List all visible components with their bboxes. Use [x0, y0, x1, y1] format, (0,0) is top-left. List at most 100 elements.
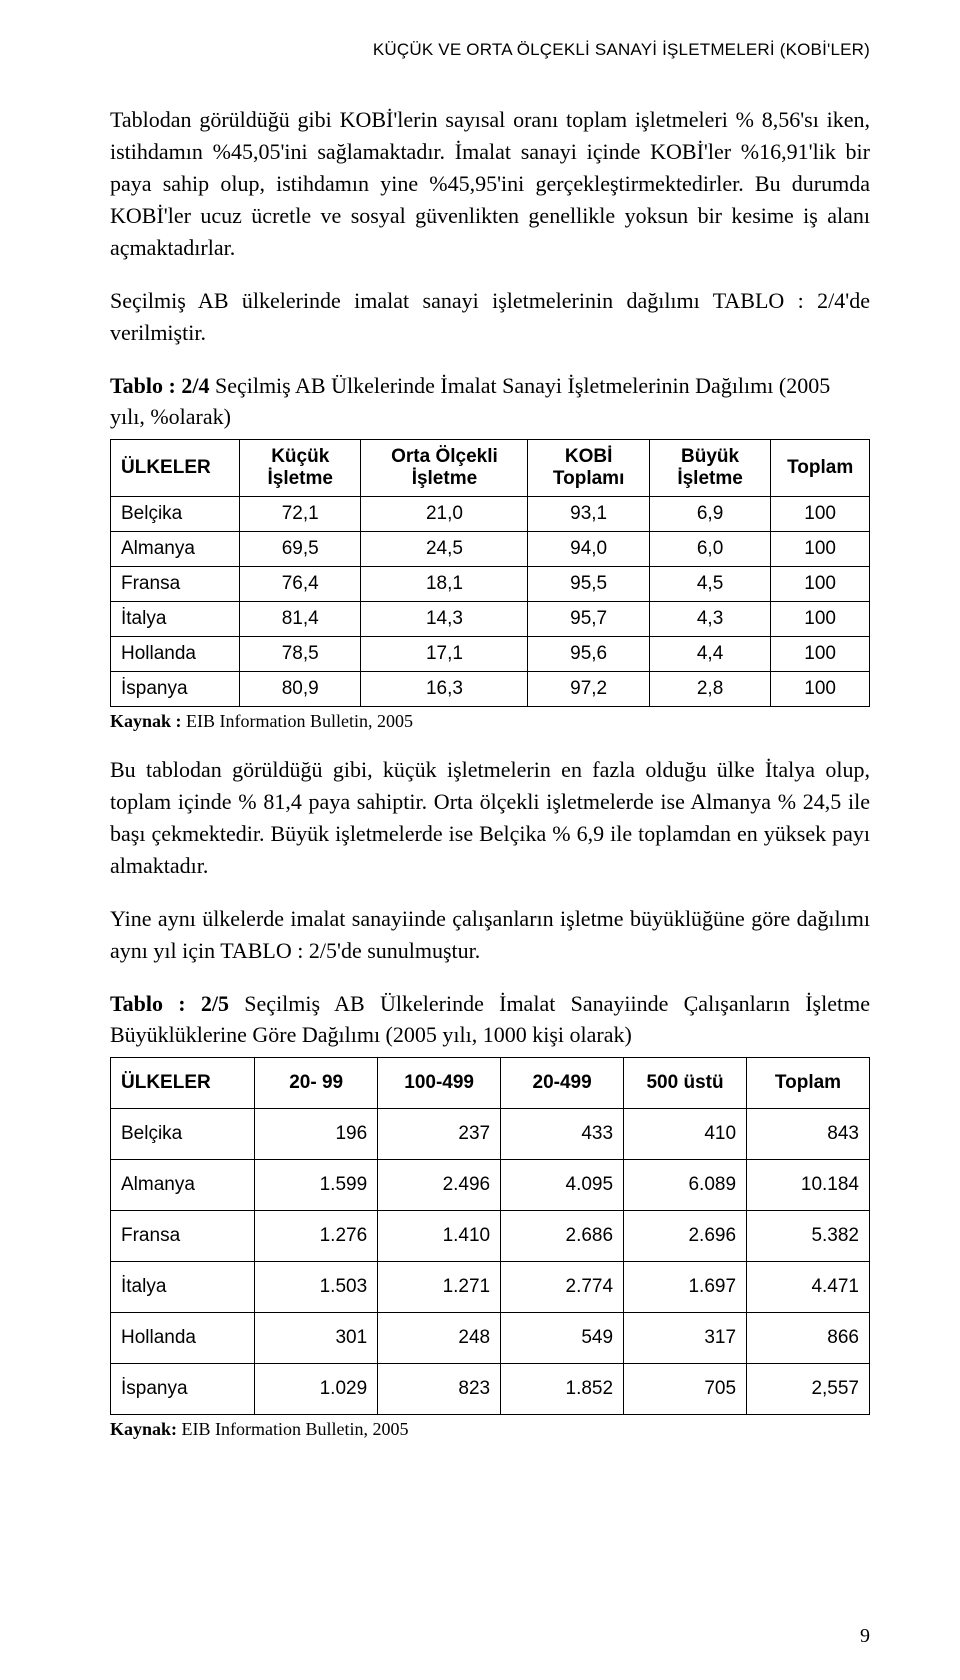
table1-row: Fransa76,418,195,54,5100: [111, 566, 870, 601]
table-cell: 1.271: [378, 1261, 501, 1312]
table-cell: 6,9: [649, 496, 770, 531]
table-cell: 100: [771, 566, 870, 601]
table-cell: Fransa: [111, 1210, 255, 1261]
table2-col-0: ÜLKELER: [111, 1057, 255, 1108]
table-1: ÜLKELER Küçük İşletme Orta Ölçekli İşlet…: [110, 439, 870, 707]
table-cell: 6.089: [624, 1159, 747, 1210]
table2-col-4: 500 üstü: [624, 1057, 747, 1108]
table-cell: 317: [624, 1312, 747, 1363]
table-cell: Belçika: [111, 496, 240, 531]
table-cell: 24,5: [361, 531, 528, 566]
table2-row: Almanya1.5992.4964.0956.08910.184: [111, 1159, 870, 1210]
paragraph-2: Seçilmiş AB ülkelerinde imalat sanayi iş…: [110, 285, 870, 349]
running-header: KÜÇÜK VE ORTA ÖLÇEKLİ SANAYİ İŞLETMELERİ…: [110, 40, 870, 60]
table-cell: 705: [624, 1363, 747, 1414]
table-cell: 1.410: [378, 1210, 501, 1261]
table-cell: 100: [771, 636, 870, 671]
table2-source: Kaynak: EIB Information Bulletin, 2005: [110, 1419, 870, 1440]
table1-header-row: ÜLKELER Küçük İşletme Orta Ölçekli İşlet…: [111, 439, 870, 496]
table-cell: 823: [378, 1363, 501, 1414]
table-cell: 2,8: [649, 671, 770, 706]
table-cell: 18,1: [361, 566, 528, 601]
table-cell: Almanya: [111, 1159, 255, 1210]
table-cell: Almanya: [111, 531, 240, 566]
table-cell: 196: [255, 1108, 378, 1159]
table-cell: 17,1: [361, 636, 528, 671]
table-cell: 81,4: [240, 601, 361, 636]
table-cell: 410: [624, 1108, 747, 1159]
table-cell: Hollanda: [111, 1312, 255, 1363]
table-cell: 1.599: [255, 1159, 378, 1210]
table2-caption: Tablo : 2/5 Seçilmiş AB Ülkelerinde İmal…: [110, 989, 870, 1051]
table-cell: Belçika: [111, 1108, 255, 1159]
table-cell: 16,3: [361, 671, 528, 706]
table-cell: 97,2: [528, 671, 649, 706]
table1-row: İspanya80,916,397,22,8100: [111, 671, 870, 706]
table1-row: Belçika72,121,093,16,9100: [111, 496, 870, 531]
table-cell: 14,3: [361, 601, 528, 636]
table-cell: 76,4: [240, 566, 361, 601]
table-cell: 248: [378, 1312, 501, 1363]
table-cell: 4.471: [747, 1261, 870, 1312]
table-cell: İspanya: [111, 671, 240, 706]
table1-row: Almanya69,524,594,06,0100: [111, 531, 870, 566]
table-cell: 95,6: [528, 636, 649, 671]
table-cell: 866: [747, 1312, 870, 1363]
table2-col-1: 20- 99: [255, 1057, 378, 1108]
table1-row: Hollanda78,517,195,64,4100: [111, 636, 870, 671]
table-cell: 2,557: [747, 1363, 870, 1414]
table-cell: 1.503: [255, 1261, 378, 1312]
table2-row: Hollanda301248549317866: [111, 1312, 870, 1363]
table-cell: 2.686: [501, 1210, 624, 1261]
table1-col-2: Orta Ölçekli İşletme: [361, 439, 528, 496]
table1-col-5: Toplam: [771, 439, 870, 496]
table-cell: 1.276: [255, 1210, 378, 1261]
table-cell: 1.852: [501, 1363, 624, 1414]
page-number: 9: [860, 1625, 870, 1648]
table1-caption-lead: Tablo : 2/4: [110, 373, 209, 398]
table-cell: 237: [378, 1108, 501, 1159]
table-cell: 433: [501, 1108, 624, 1159]
table-cell: İtalya: [111, 601, 240, 636]
table-cell: İspanya: [111, 1363, 255, 1414]
table-cell: 4,4: [649, 636, 770, 671]
table-cell: 72,1: [240, 496, 361, 531]
table1-col-1: Küçük İşletme: [240, 439, 361, 496]
table-cell: 93,1: [528, 496, 649, 531]
table1-col-4: Büyük İşletme: [649, 439, 770, 496]
table-cell: 94,0: [528, 531, 649, 566]
table2-body: Belçika196237433410843Almanya1.5992.4964…: [111, 1108, 870, 1414]
table-cell: 78,5: [240, 636, 361, 671]
table2-row: Belçika196237433410843: [111, 1108, 870, 1159]
paragraph-3: Bu tablodan görüldüğü gibi, küçük işletm…: [110, 754, 870, 882]
table-cell: 100: [771, 531, 870, 566]
table1-caption: Tablo : 2/4 Seçilmiş AB Ülkelerinde İmal…: [110, 371, 870, 433]
table1-caption-rest: Seçilmiş AB Ülkelerinde İmalat Sanayi İş…: [110, 373, 830, 429]
table-cell: Hollanda: [111, 636, 240, 671]
table1-body: Belçika72,121,093,16,9100Almanya69,524,5…: [111, 496, 870, 706]
table2-col-2: 100-499: [378, 1057, 501, 1108]
table-cell: 549: [501, 1312, 624, 1363]
table-cell: 5.382: [747, 1210, 870, 1261]
table-cell: 95,5: [528, 566, 649, 601]
table-cell: Fransa: [111, 566, 240, 601]
table2-header-row: ÜLKELER 20- 99 100-499 20-499 500 üstü T…: [111, 1057, 870, 1108]
table-cell: 1.697: [624, 1261, 747, 1312]
table2-col-3: 20-499: [501, 1057, 624, 1108]
table2-row: Fransa1.2761.4102.6862.6965.382: [111, 1210, 870, 1261]
table-2: ÜLKELER 20- 99 100-499 20-499 500 üstü T…: [110, 1057, 870, 1415]
table1-source-lead: Kaynak :: [110, 711, 182, 731]
table1-source: Kaynak : EIB Information Bulletin, 2005: [110, 711, 870, 732]
table-cell: 4,5: [649, 566, 770, 601]
table-cell: 95,7: [528, 601, 649, 636]
table-cell: 10.184: [747, 1159, 870, 1210]
table-cell: 2.496: [378, 1159, 501, 1210]
paragraph-1: Tablodan görüldüğü gibi KOBİ'lerin sayıs…: [110, 104, 870, 263]
table2-caption-lead: Tablo : 2/5: [110, 991, 229, 1016]
table-cell: 2.696: [624, 1210, 747, 1261]
table-cell: 4.095: [501, 1159, 624, 1210]
table-cell: 6,0: [649, 531, 770, 566]
table2-source-rest: EIB Information Bulletin, 2005: [177, 1419, 408, 1439]
table-cell: İtalya: [111, 1261, 255, 1312]
table-cell: 100: [771, 671, 870, 706]
